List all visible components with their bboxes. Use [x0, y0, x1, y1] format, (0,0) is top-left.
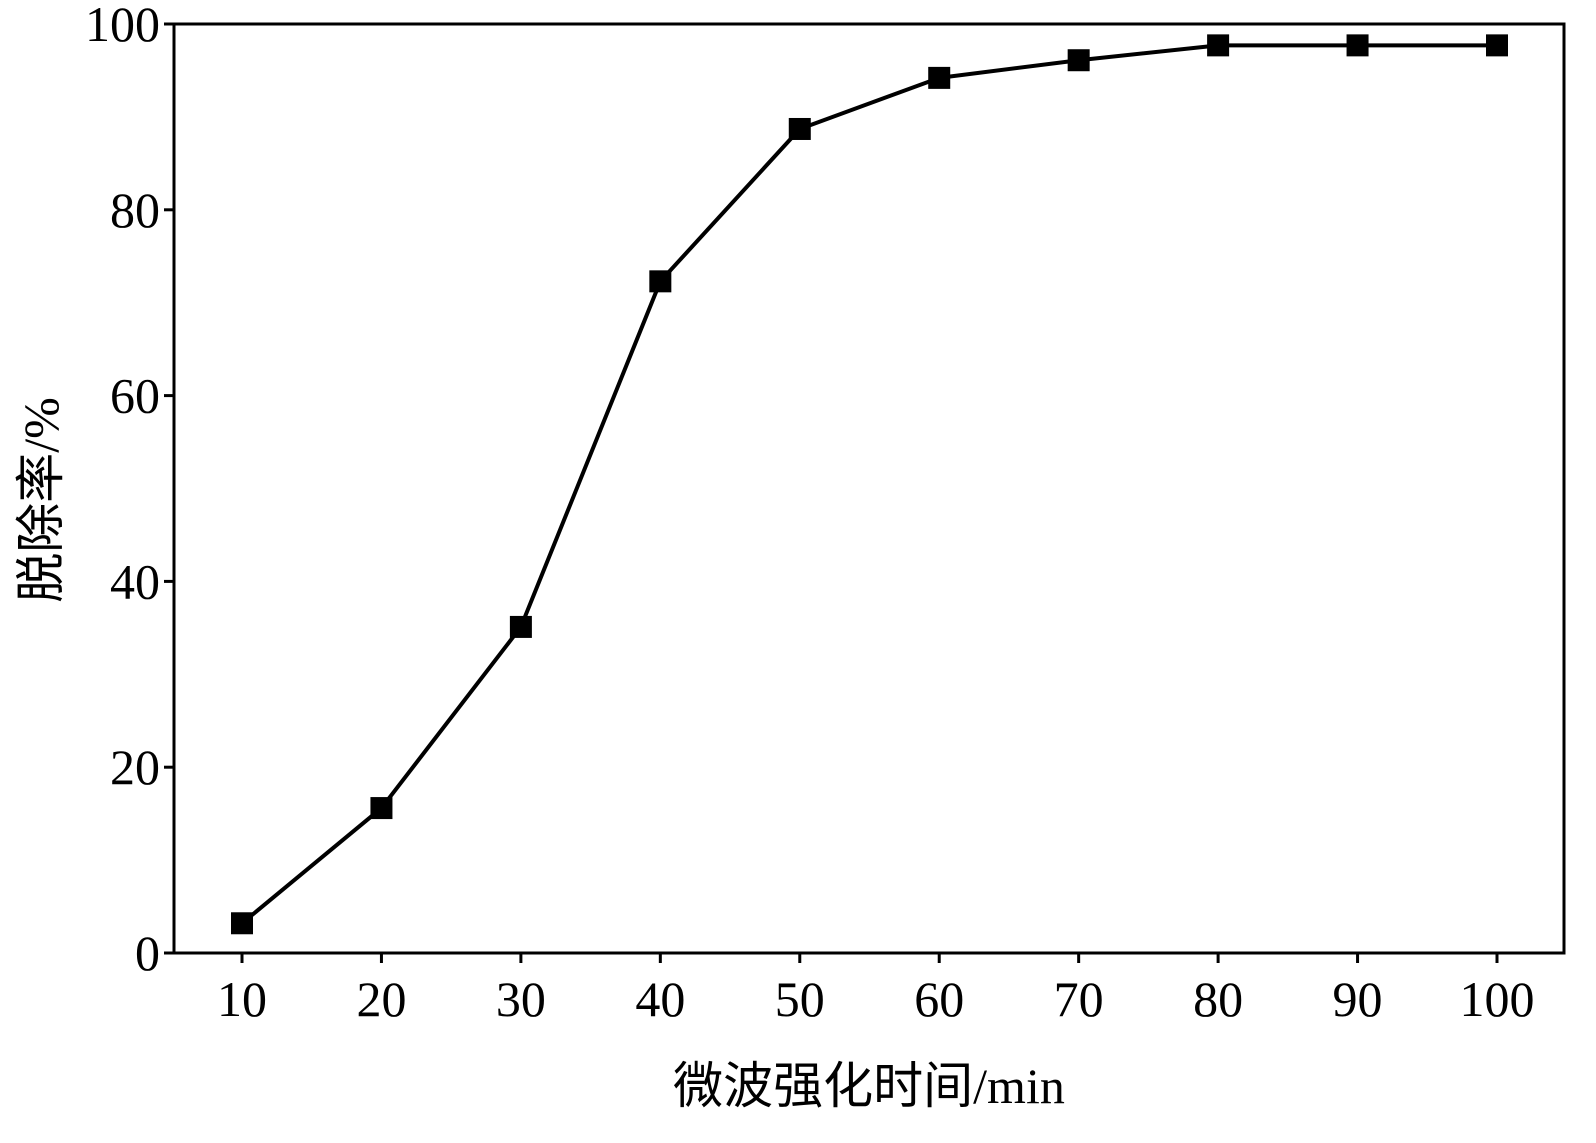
x-tick-label: 30 [496, 971, 546, 1027]
x-tick-label: 10 [217, 971, 267, 1027]
x-tick-label: 50 [775, 971, 825, 1027]
y-tick-label: 0 [135, 925, 160, 981]
data-point [1346, 34, 1369, 57]
x-tick-label: 100 [1460, 971, 1535, 1027]
x-tick-label: 40 [635, 971, 685, 1027]
data-point [649, 270, 672, 293]
plot-frame [172, 22, 1566, 955]
y-tick-label: 100 [85, 0, 160, 52]
x-tick-label: 20 [356, 971, 406, 1027]
y-axis-label: 脱除率/% [13, 397, 69, 603]
x-tick-label: 80 [1193, 971, 1243, 1027]
data-point [788, 117, 811, 140]
data-series [231, 34, 1508, 935]
data-point [928, 66, 951, 89]
x-tick-label: 90 [1333, 971, 1383, 1027]
y-axis: 0 20 40 60 80 100 [85, 0, 174, 981]
series-line [240, 43, 1497, 925]
data-point [1207, 34, 1230, 57]
x-axis: 10 20 30 40 50 60 70 80 90 100 [217, 953, 1535, 1027]
data-point [1486, 34, 1508, 57]
data-point [231, 912, 253, 935]
data-point [509, 615, 532, 638]
y-tick-label: 20 [110, 739, 160, 795]
x-tick-label: 60 [914, 971, 964, 1027]
x-tick-label: 70 [1054, 971, 1104, 1027]
y-tick-label: 40 [110, 553, 160, 609]
x-axis-label: 微波强化时间/min [673, 1058, 1065, 1114]
data-point [370, 797, 393, 820]
y-tick-label: 60 [110, 368, 160, 424]
data-point [1067, 49, 1090, 72]
y-tick-label: 80 [110, 182, 160, 238]
